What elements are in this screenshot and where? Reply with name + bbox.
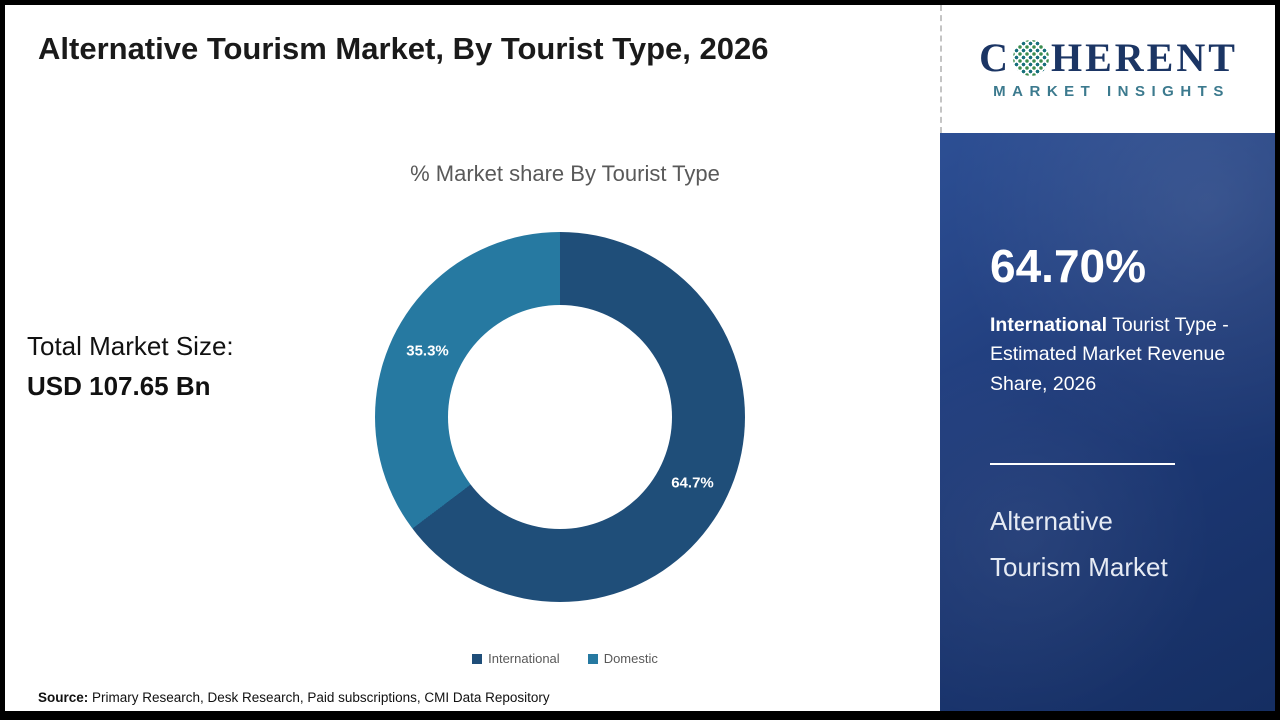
coherent-logo: C HERENT — [979, 38, 1238, 78]
source-text: Primary Research, Desk Research, Paid su… — [88, 690, 550, 705]
chart-title: % Market share By Tourist Type — [410, 161, 720, 186]
legend-label-international: International — [488, 651, 560, 666]
globe-icon — [1012, 40, 1049, 76]
stat-description-rest: Tourist Type - Estimated Market Revenue … — [990, 314, 1229, 395]
sidebar-panel: 64.70% International Tourist Type - Esti… — [940, 133, 1275, 711]
legend-item-international: International — [472, 651, 560, 666]
market-name-line1: Alternative — [990, 506, 1113, 536]
legend-item-domestic: Domestic — [587, 651, 658, 666]
total-market-size: Total Market Size: USD 107.65 Bn — [27, 331, 234, 402]
total-market-size-label: Total Market Size: — [27, 331, 234, 361]
total-market-size-value: USD 107.65 Bn — [27, 371, 211, 401]
donut-chart: 64.7% 35.3% — [375, 232, 745, 602]
logo-subtitle: MARKET INSIGHTS — [993, 83, 1230, 100]
source-line: Source: Primary Research, Desk Research,… — [38, 690, 550, 705]
logo-letter-c: C — [979, 35, 1011, 80]
divider-line — [990, 463, 1175, 465]
logo-area: C HERENT MARKET INSIGHTS — [940, 5, 1275, 133]
legend-swatch-domestic — [587, 653, 598, 664]
logo-letters-rest: HERENT — [1050, 35, 1238, 80]
sidebar: C HERENT MARKET INSIGHTS 64.70% Internati… — [940, 5, 1275, 711]
slice-label-domestic: 35.3% — [406, 342, 449, 360]
page-title: Alternative Tourism Market, By Tourist T… — [38, 31, 769, 66]
stat-description: International Tourist Type - Estimated M… — [990, 311, 1254, 399]
legend-label-domestic: Domestic — [603, 651, 658, 666]
legend-swatch-international — [472, 653, 483, 664]
donut-hole — [448, 305, 672, 529]
source-label: Source: — [38, 690, 89, 705]
slice-label-international: 64.7% — [671, 474, 714, 492]
stat-value: 64.70% — [990, 240, 1147, 292]
main-content: Alternative Tourism Market, By Tourist T… — [5, 5, 940, 711]
market-name: Alternative Tourism Market — [990, 499, 1168, 590]
stat-description-bold: International — [990, 314, 1108, 336]
market-name-line2: Tourism Market — [990, 551, 1168, 582]
chart-legend: International Domestic — [255, 651, 875, 666]
